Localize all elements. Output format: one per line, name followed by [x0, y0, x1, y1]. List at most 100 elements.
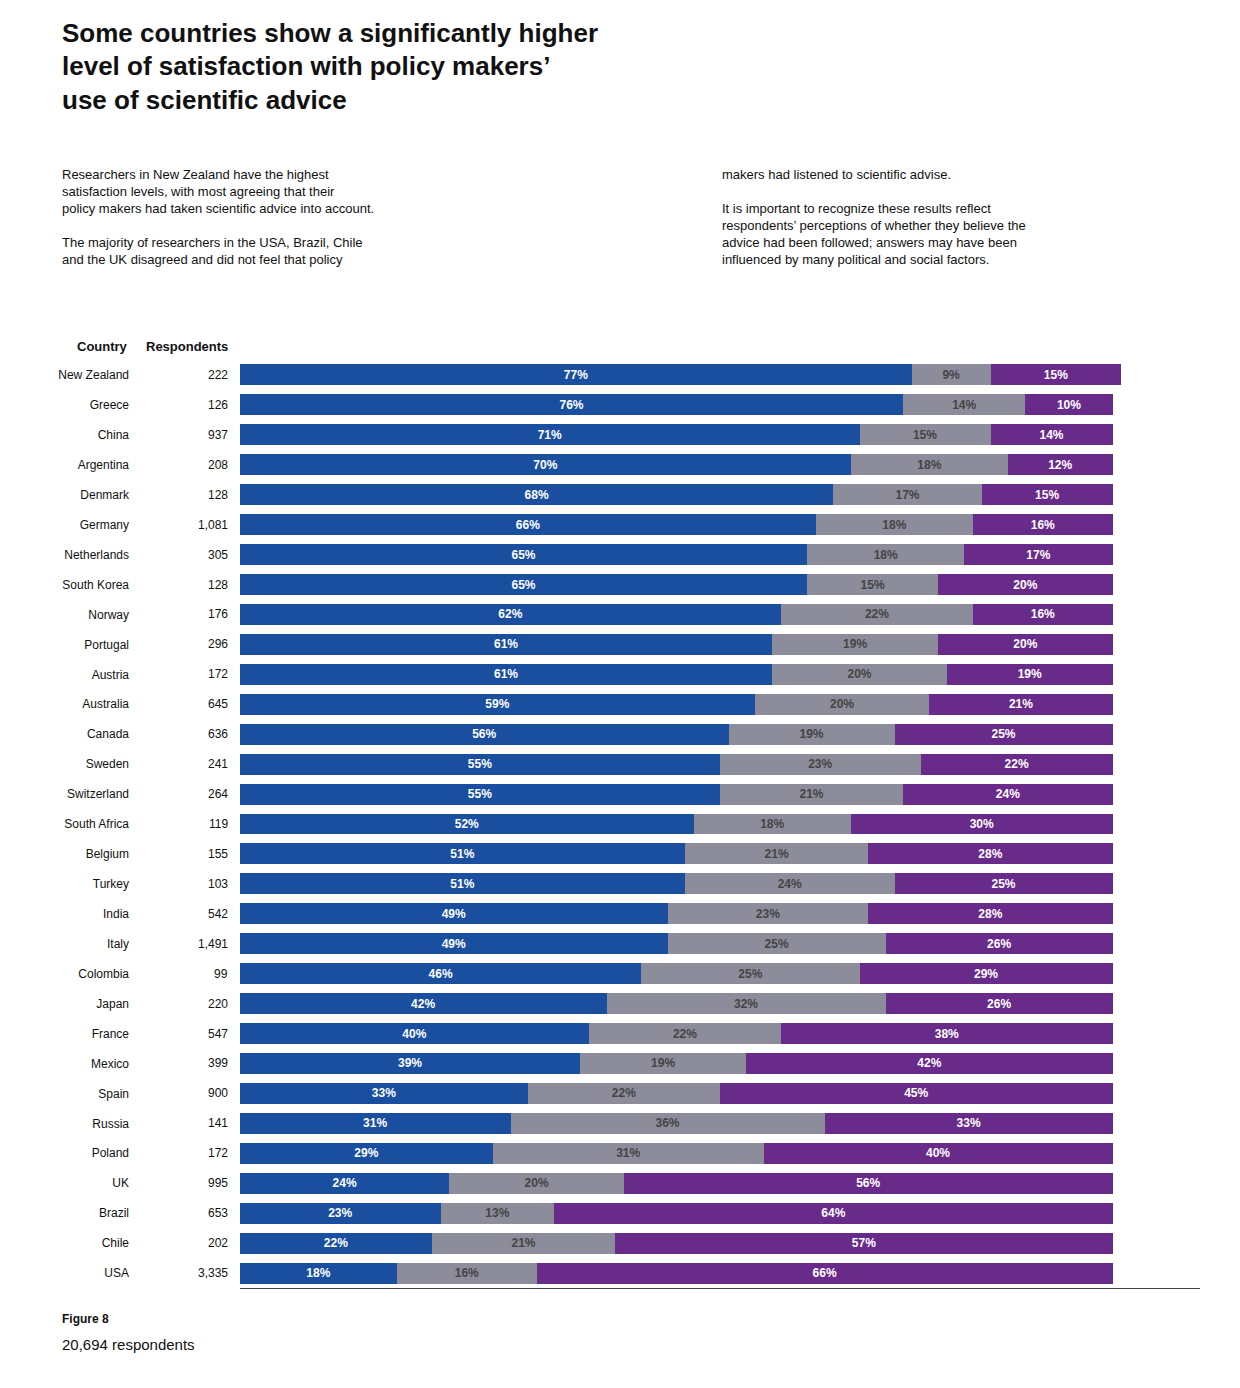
svg-text:51%: 51% [450, 847, 474, 861]
svg-text:Italy: Italy [107, 937, 129, 951]
svg-text:57%: 57% [852, 1236, 876, 1250]
svg-text:1,491: 1,491 [198, 937, 228, 951]
svg-text:305: 305 [208, 548, 228, 562]
svg-text:26%: 26% [987, 937, 1011, 951]
svg-text:59%: 59% [485, 697, 509, 711]
svg-text:Austria: Austria [92, 668, 130, 682]
svg-text:900: 900 [208, 1086, 228, 1100]
svg-text:22%: 22% [1005, 757, 1029, 771]
svg-text:21%: 21% [1009, 697, 1033, 711]
svg-text:Australia: Australia [82, 697, 129, 711]
svg-text:Respondents: Respondents [146, 339, 228, 354]
svg-text:10%: 10% [1057, 398, 1081, 412]
svg-text:38%: 38% [935, 1027, 959, 1041]
svg-text:33%: 33% [372, 1086, 396, 1100]
svg-text:66%: 66% [813, 1266, 837, 1280]
svg-text:18%: 18% [882, 518, 906, 532]
svg-text:15%: 15% [1044, 368, 1068, 382]
svg-text:49%: 49% [442, 937, 466, 951]
svg-text:Turkey: Turkey [93, 877, 129, 891]
svg-text:20%: 20% [847, 667, 871, 681]
svg-text:18%: 18% [917, 458, 941, 472]
svg-text:40%: 40% [926, 1146, 950, 1160]
svg-text:South Africa: South Africa [64, 817, 129, 831]
svg-text:49%: 49% [442, 907, 466, 921]
svg-text:653: 653 [208, 1206, 228, 1220]
svg-text:126: 126 [208, 398, 228, 412]
svg-text:Portugal: Portugal [84, 638, 129, 652]
svg-text:15%: 15% [1035, 488, 1059, 502]
svg-text:296: 296 [208, 637, 228, 651]
svg-text:Germany: Germany [80, 518, 129, 532]
svg-text:Brazil: Brazil [99, 1206, 129, 1220]
svg-text:32%: 32% [734, 997, 758, 1011]
svg-text:28%: 28% [978, 907, 1002, 921]
svg-text:USA: USA [104, 1266, 129, 1280]
svg-text:21%: 21% [799, 787, 823, 801]
svg-text:45%: 45% [904, 1086, 928, 1100]
svg-text:66%: 66% [516, 518, 540, 532]
svg-text:19%: 19% [1018, 667, 1042, 681]
svg-text:55%: 55% [468, 757, 492, 771]
svg-text:222: 222 [208, 368, 228, 382]
svg-text:70%: 70% [533, 458, 557, 472]
svg-text:61%: 61% [494, 637, 518, 651]
svg-text:25%: 25% [765, 937, 789, 951]
svg-text:New Zealand: New Zealand [58, 368, 129, 382]
svg-text:61%: 61% [494, 667, 518, 681]
svg-text:51%: 51% [450, 877, 474, 891]
svg-text:Norway: Norway [88, 608, 129, 622]
svg-text:Researchers in New Zealand hav: Researchers in New Zealand have the high… [62, 167, 374, 267]
svg-text:25%: 25% [991, 727, 1015, 741]
svg-text:20%: 20% [830, 697, 854, 711]
svg-text:76%: 76% [559, 398, 583, 412]
svg-text:71%: 71% [538, 428, 562, 442]
svg-text:Chile: Chile [102, 1236, 130, 1250]
svg-text:9%: 9% [942, 368, 960, 382]
svg-text:15%: 15% [861, 578, 885, 592]
svg-text:29%: 29% [974, 967, 998, 981]
svg-text:28%: 28% [978, 847, 1002, 861]
svg-text:208: 208 [208, 458, 228, 472]
svg-text:172: 172 [208, 667, 228, 681]
svg-text:547: 547 [208, 1027, 228, 1041]
svg-text:56%: 56% [856, 1176, 880, 1190]
svg-text:22%: 22% [612, 1086, 636, 1100]
svg-text:128: 128 [208, 488, 228, 502]
svg-text:937: 937 [208, 428, 228, 442]
svg-text:264: 264 [208, 787, 228, 801]
svg-text:22%: 22% [865, 607, 889, 621]
svg-text:172: 172 [208, 1146, 228, 1160]
svg-text:128: 128 [208, 578, 228, 592]
svg-text:77%: 77% [564, 368, 588, 382]
svg-text:65%: 65% [511, 548, 535, 562]
svg-text:155: 155 [208, 847, 228, 861]
svg-text:62%: 62% [498, 607, 522, 621]
svg-text:25%: 25% [991, 877, 1015, 891]
svg-text:16%: 16% [1031, 607, 1055, 621]
svg-text:1,081: 1,081 [198, 518, 228, 532]
svg-text:17%: 17% [1026, 548, 1050, 562]
svg-text:22%: 22% [324, 1236, 348, 1250]
svg-text:68%: 68% [525, 488, 549, 502]
svg-text:56%: 56% [472, 727, 496, 741]
svg-text:99: 99 [214, 967, 228, 981]
svg-text:24%: 24% [996, 787, 1020, 801]
svg-text:23%: 23% [808, 757, 832, 771]
svg-text:33%: 33% [957, 1116, 981, 1130]
svg-text:Russia: Russia [92, 1117, 129, 1131]
svg-text:14%: 14% [1039, 428, 1063, 442]
svg-text:Spain: Spain [98, 1087, 129, 1101]
svg-text:645: 645 [208, 697, 228, 711]
svg-text:46%: 46% [429, 967, 453, 981]
svg-text:Denmark: Denmark [80, 488, 130, 502]
svg-text:241: 241 [208, 757, 228, 771]
svg-text:141: 141 [208, 1116, 228, 1130]
svg-text:Argentina: Argentina [78, 458, 130, 472]
svg-text:31%: 31% [616, 1146, 640, 1160]
svg-text:25%: 25% [738, 967, 762, 981]
svg-text:20%: 20% [525, 1176, 549, 1190]
svg-text:23%: 23% [756, 907, 780, 921]
svg-text:24%: 24% [778, 877, 802, 891]
svg-text:18%: 18% [306, 1266, 330, 1280]
